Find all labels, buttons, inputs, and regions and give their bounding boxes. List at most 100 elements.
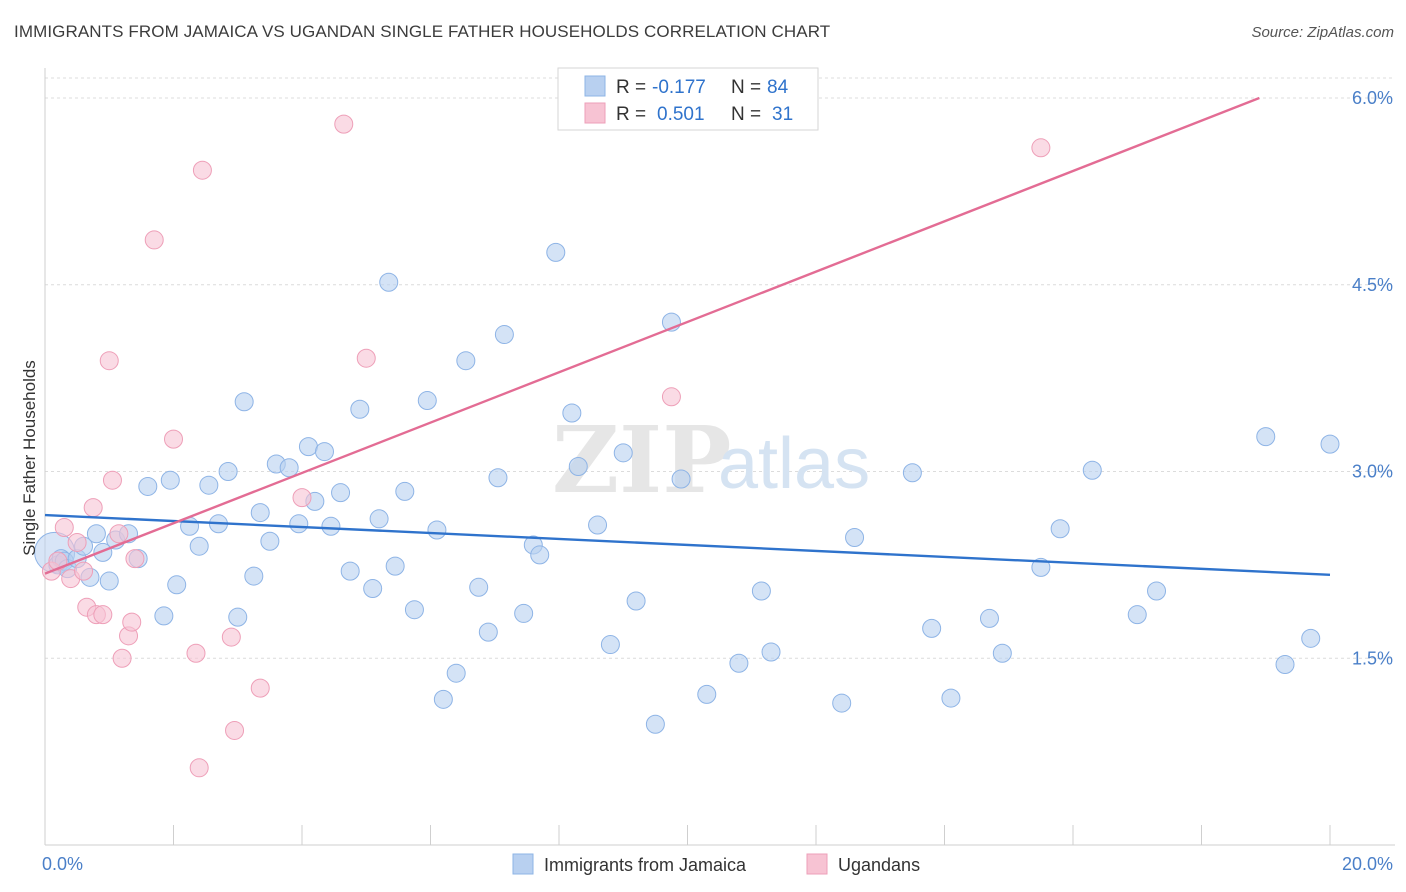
jamaica-point bbox=[729, 653, 749, 673]
jamaica-point bbox=[379, 272, 399, 292]
jamaica-point bbox=[1147, 581, 1167, 601]
ugandan-point bbox=[1031, 138, 1051, 158]
y-tick-label: 6.0% bbox=[1352, 88, 1393, 108]
jamaica-point bbox=[645, 714, 665, 734]
jamaica-trendline bbox=[44, 513, 1331, 577]
jamaica-point bbox=[1275, 654, 1295, 674]
ugandan-point bbox=[186, 643, 206, 663]
jamaica-point bbox=[626, 591, 646, 611]
jamaica-point bbox=[260, 531, 280, 551]
ugandan-point bbox=[102, 470, 122, 490]
jamaica-point bbox=[404, 600, 424, 620]
ugandan-trendline bbox=[44, 96, 1260, 575]
jamaica-point bbox=[427, 520, 447, 540]
x-tick-label: 20.0% bbox=[1342, 854, 1393, 874]
jamaica-point bbox=[395, 481, 415, 501]
source-label: Source: ZipAtlas.com bbox=[1251, 24, 1394, 41]
legend-r-value: -0.177 bbox=[652, 77, 706, 98]
ugandan-point bbox=[67, 532, 87, 552]
jamaica-point bbox=[845, 527, 865, 547]
ugandan-point bbox=[109, 524, 129, 544]
jamaica-point bbox=[613, 443, 633, 463]
y-tick-label: 4.5% bbox=[1352, 275, 1393, 295]
jamaica-point bbox=[456, 351, 476, 371]
y-tick-label: 1.5% bbox=[1352, 648, 1393, 668]
ugandan-point bbox=[192, 160, 212, 180]
legend-swatch-jamaica bbox=[512, 853, 534, 875]
legend-swatch-ugandans bbox=[806, 853, 828, 875]
ugandan-point bbox=[74, 561, 94, 581]
tick-labels: 1.5% 3.0% 4.5% 6.0% 0.0% 20.0% bbox=[42, 88, 1393, 874]
jamaica-point bbox=[167, 575, 187, 595]
legend-r-value: 0.501 bbox=[657, 104, 705, 125]
jamaica-point bbox=[568, 457, 588, 477]
data-points bbox=[34, 114, 1340, 778]
jamaica-point bbox=[160, 470, 180, 490]
jamaica-point bbox=[363, 579, 383, 599]
jamaica-point bbox=[530, 545, 550, 565]
ugandan-point bbox=[356, 348, 376, 368]
jamaica-point bbox=[154, 606, 174, 626]
ugandan-point bbox=[93, 605, 113, 625]
ugandan-point bbox=[112, 648, 132, 668]
jamaica-point bbox=[86, 524, 106, 544]
jamaica-point bbox=[417, 391, 437, 411]
legend-n-label: N = bbox=[731, 77, 761, 98]
ugandan-point bbox=[144, 230, 164, 250]
jamaica-point bbox=[979, 608, 999, 628]
axes bbox=[44, 68, 1395, 846]
watermark: ZIP atlas bbox=[552, 406, 870, 514]
legend-n-label: N = bbox=[731, 104, 761, 125]
jamaica-point bbox=[469, 577, 489, 597]
jamaica-point bbox=[902, 463, 922, 483]
ugandan-point bbox=[54, 518, 74, 538]
jamaica-point bbox=[992, 643, 1012, 663]
chart-title: IMMIGRANTS FROM JAMAICA VS UGANDAN SINGL… bbox=[14, 22, 831, 41]
jamaica-point bbox=[514, 603, 534, 623]
jamaica-point bbox=[832, 693, 852, 713]
jamaica-point bbox=[138, 476, 158, 496]
ugandan-point bbox=[250, 678, 270, 698]
legend-label-ugandans: Ugandans bbox=[838, 855, 920, 875]
y-axis-label: Single Father Households bbox=[20, 360, 39, 556]
jamaica-point bbox=[433, 689, 453, 709]
ugandan-point bbox=[661, 387, 681, 407]
ugandan-point bbox=[99, 351, 119, 371]
legend-r-label: R = bbox=[616, 77, 646, 98]
ugandan-point bbox=[125, 549, 145, 569]
ugandan-point bbox=[122, 612, 142, 632]
jamaica-point bbox=[1127, 605, 1147, 625]
legend-swatch-blue bbox=[584, 75, 606, 97]
ugandan-point bbox=[292, 488, 312, 508]
jamaica-point bbox=[546, 242, 566, 262]
watermark-atlas: atlas bbox=[718, 424, 870, 504]
trend-lines bbox=[44, 96, 1331, 577]
ugandan-point bbox=[164, 429, 183, 449]
jamaica-point bbox=[331, 483, 351, 503]
jamaica-point bbox=[751, 581, 771, 601]
jamaica-point bbox=[1301, 628, 1321, 648]
jamaica-point bbox=[289, 514, 309, 534]
jamaica-point bbox=[478, 622, 498, 642]
legend-swatch-pink bbox=[584, 102, 606, 124]
ugandan-point bbox=[225, 720, 245, 740]
jamaica-point bbox=[279, 458, 299, 478]
jamaica-point bbox=[671, 469, 691, 489]
jamaica-point bbox=[1082, 460, 1102, 480]
legend-n-value: 84 bbox=[767, 77, 789, 98]
jamaica-point bbox=[1050, 519, 1070, 539]
jamaica-point bbox=[350, 399, 370, 419]
legend-label-jamaica: Immigrants from Jamaica bbox=[544, 855, 747, 875]
x-tick-label: 0.0% bbox=[42, 854, 83, 874]
jamaica-point bbox=[761, 642, 781, 662]
stats-legend: R = -0.177 N = 84 R = 0.501 N = 31 bbox=[557, 67, 819, 131]
jamaica-point bbox=[369, 509, 389, 529]
jamaica-point bbox=[199, 475, 219, 495]
ugandan-point bbox=[221, 627, 241, 647]
legend-r-label: R = bbox=[616, 104, 646, 125]
jamaica-point bbox=[922, 618, 942, 638]
jamaica-point bbox=[941, 688, 961, 708]
jamaica-point bbox=[250, 503, 270, 523]
series-legend: Immigrants from Jamaica Ugandans bbox=[512, 853, 920, 875]
